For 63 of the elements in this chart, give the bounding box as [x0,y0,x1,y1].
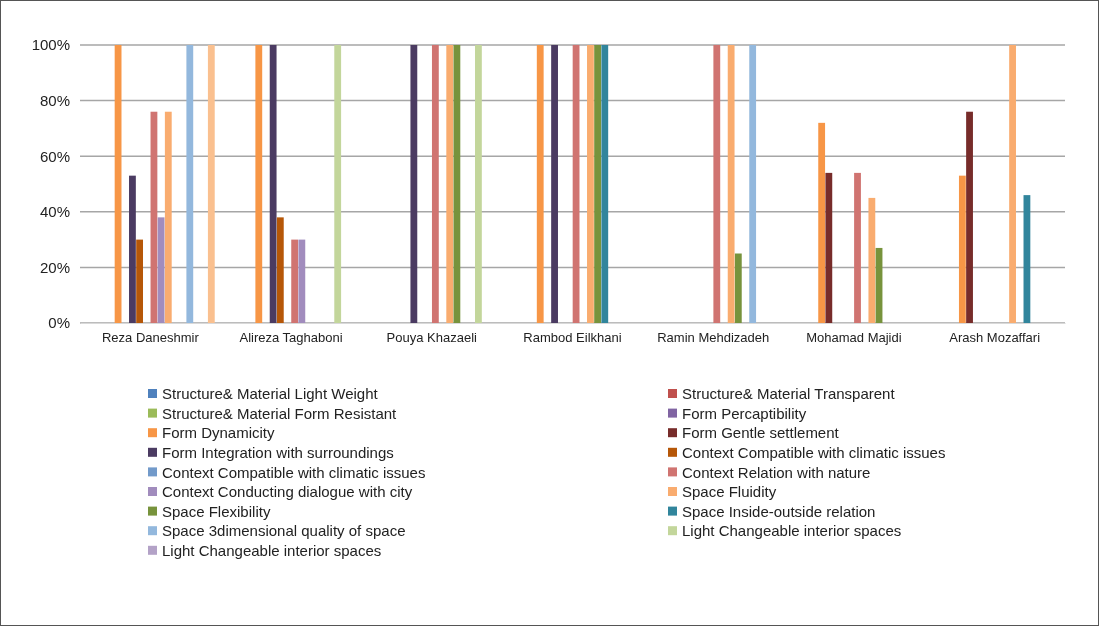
bar [727,45,735,323]
legend-label: Space Inside-outside relation [682,502,876,520]
bar [255,45,263,323]
y-tick-label: 60% [39,147,70,165]
bar [958,175,966,323]
legend-label: Space Flexibility [162,502,271,520]
x-tick-label: Mohamad Majidi [806,330,902,346]
legend-label: Structure& Material Transparent [682,385,896,403]
bar [601,45,609,323]
bar [868,197,876,323]
legend-label: Light Changeable interior spaces [682,522,902,540]
bar [551,45,558,323]
bar [164,111,172,323]
legend-label: Context Conducting dialogue with city [162,483,413,501]
legend-label: Form Integration with surroundings [162,444,394,462]
bar [446,45,454,323]
legend-label: Context Compatible with climatic issues [162,463,426,481]
bar [734,253,742,323]
bar [410,45,418,323]
bar [749,45,757,323]
x-tick-label: Arash Mozaffari [949,330,1041,346]
bar [276,217,284,323]
legend-label: Space 3dimensional quality of space [162,522,406,540]
bar [453,45,461,323]
legend-label: Form Dynamicity [162,424,276,442]
bar [966,111,973,323]
bar [536,45,544,323]
bar [713,45,721,323]
bar [291,239,299,323]
legend-label: Context Compatible with climatic issues [682,444,946,462]
bar [1009,45,1016,323]
bar [334,45,342,323]
bar [825,172,833,323]
bar [818,122,826,323]
y-tick-label: 80% [39,91,70,109]
legend-label: Light Changeable interior spaces [162,542,382,560]
bar [269,45,277,323]
bar [157,217,165,323]
legend-label: Form Gentle settlement [682,424,840,442]
legend-label: Space Fluidity [682,483,777,501]
bar [587,45,594,323]
y-tick-label: 100% [31,36,70,54]
x-tick-label: Rambod Eilkhani [523,330,622,346]
x-tick-label: Pouya Khazaeli [386,330,478,346]
legend-label: Form Percaptibility [682,404,807,422]
y-tick-label: 0% [48,314,70,332]
y-tick-label: 40% [39,203,70,221]
x-tick-label: Alireza Taghaboni [239,330,343,346]
bar [129,175,136,323]
bar [594,45,602,323]
x-tick-label: Ramin Mehdizadeh [657,330,770,346]
legend-label: Context Relation with nature [682,463,871,481]
bar [431,45,439,323]
bar [207,45,215,323]
bar [298,239,306,323]
y-tick-label: 20% [39,258,70,276]
legend-label: Structure& Material Light Weight [162,385,379,403]
bar [854,172,861,323]
x-tick-label: Reza Daneshmir [101,330,200,346]
bar [186,45,194,323]
bar [475,45,482,323]
legend-label: Structure& Material Form Resistant [162,404,398,422]
bar [136,239,144,323]
